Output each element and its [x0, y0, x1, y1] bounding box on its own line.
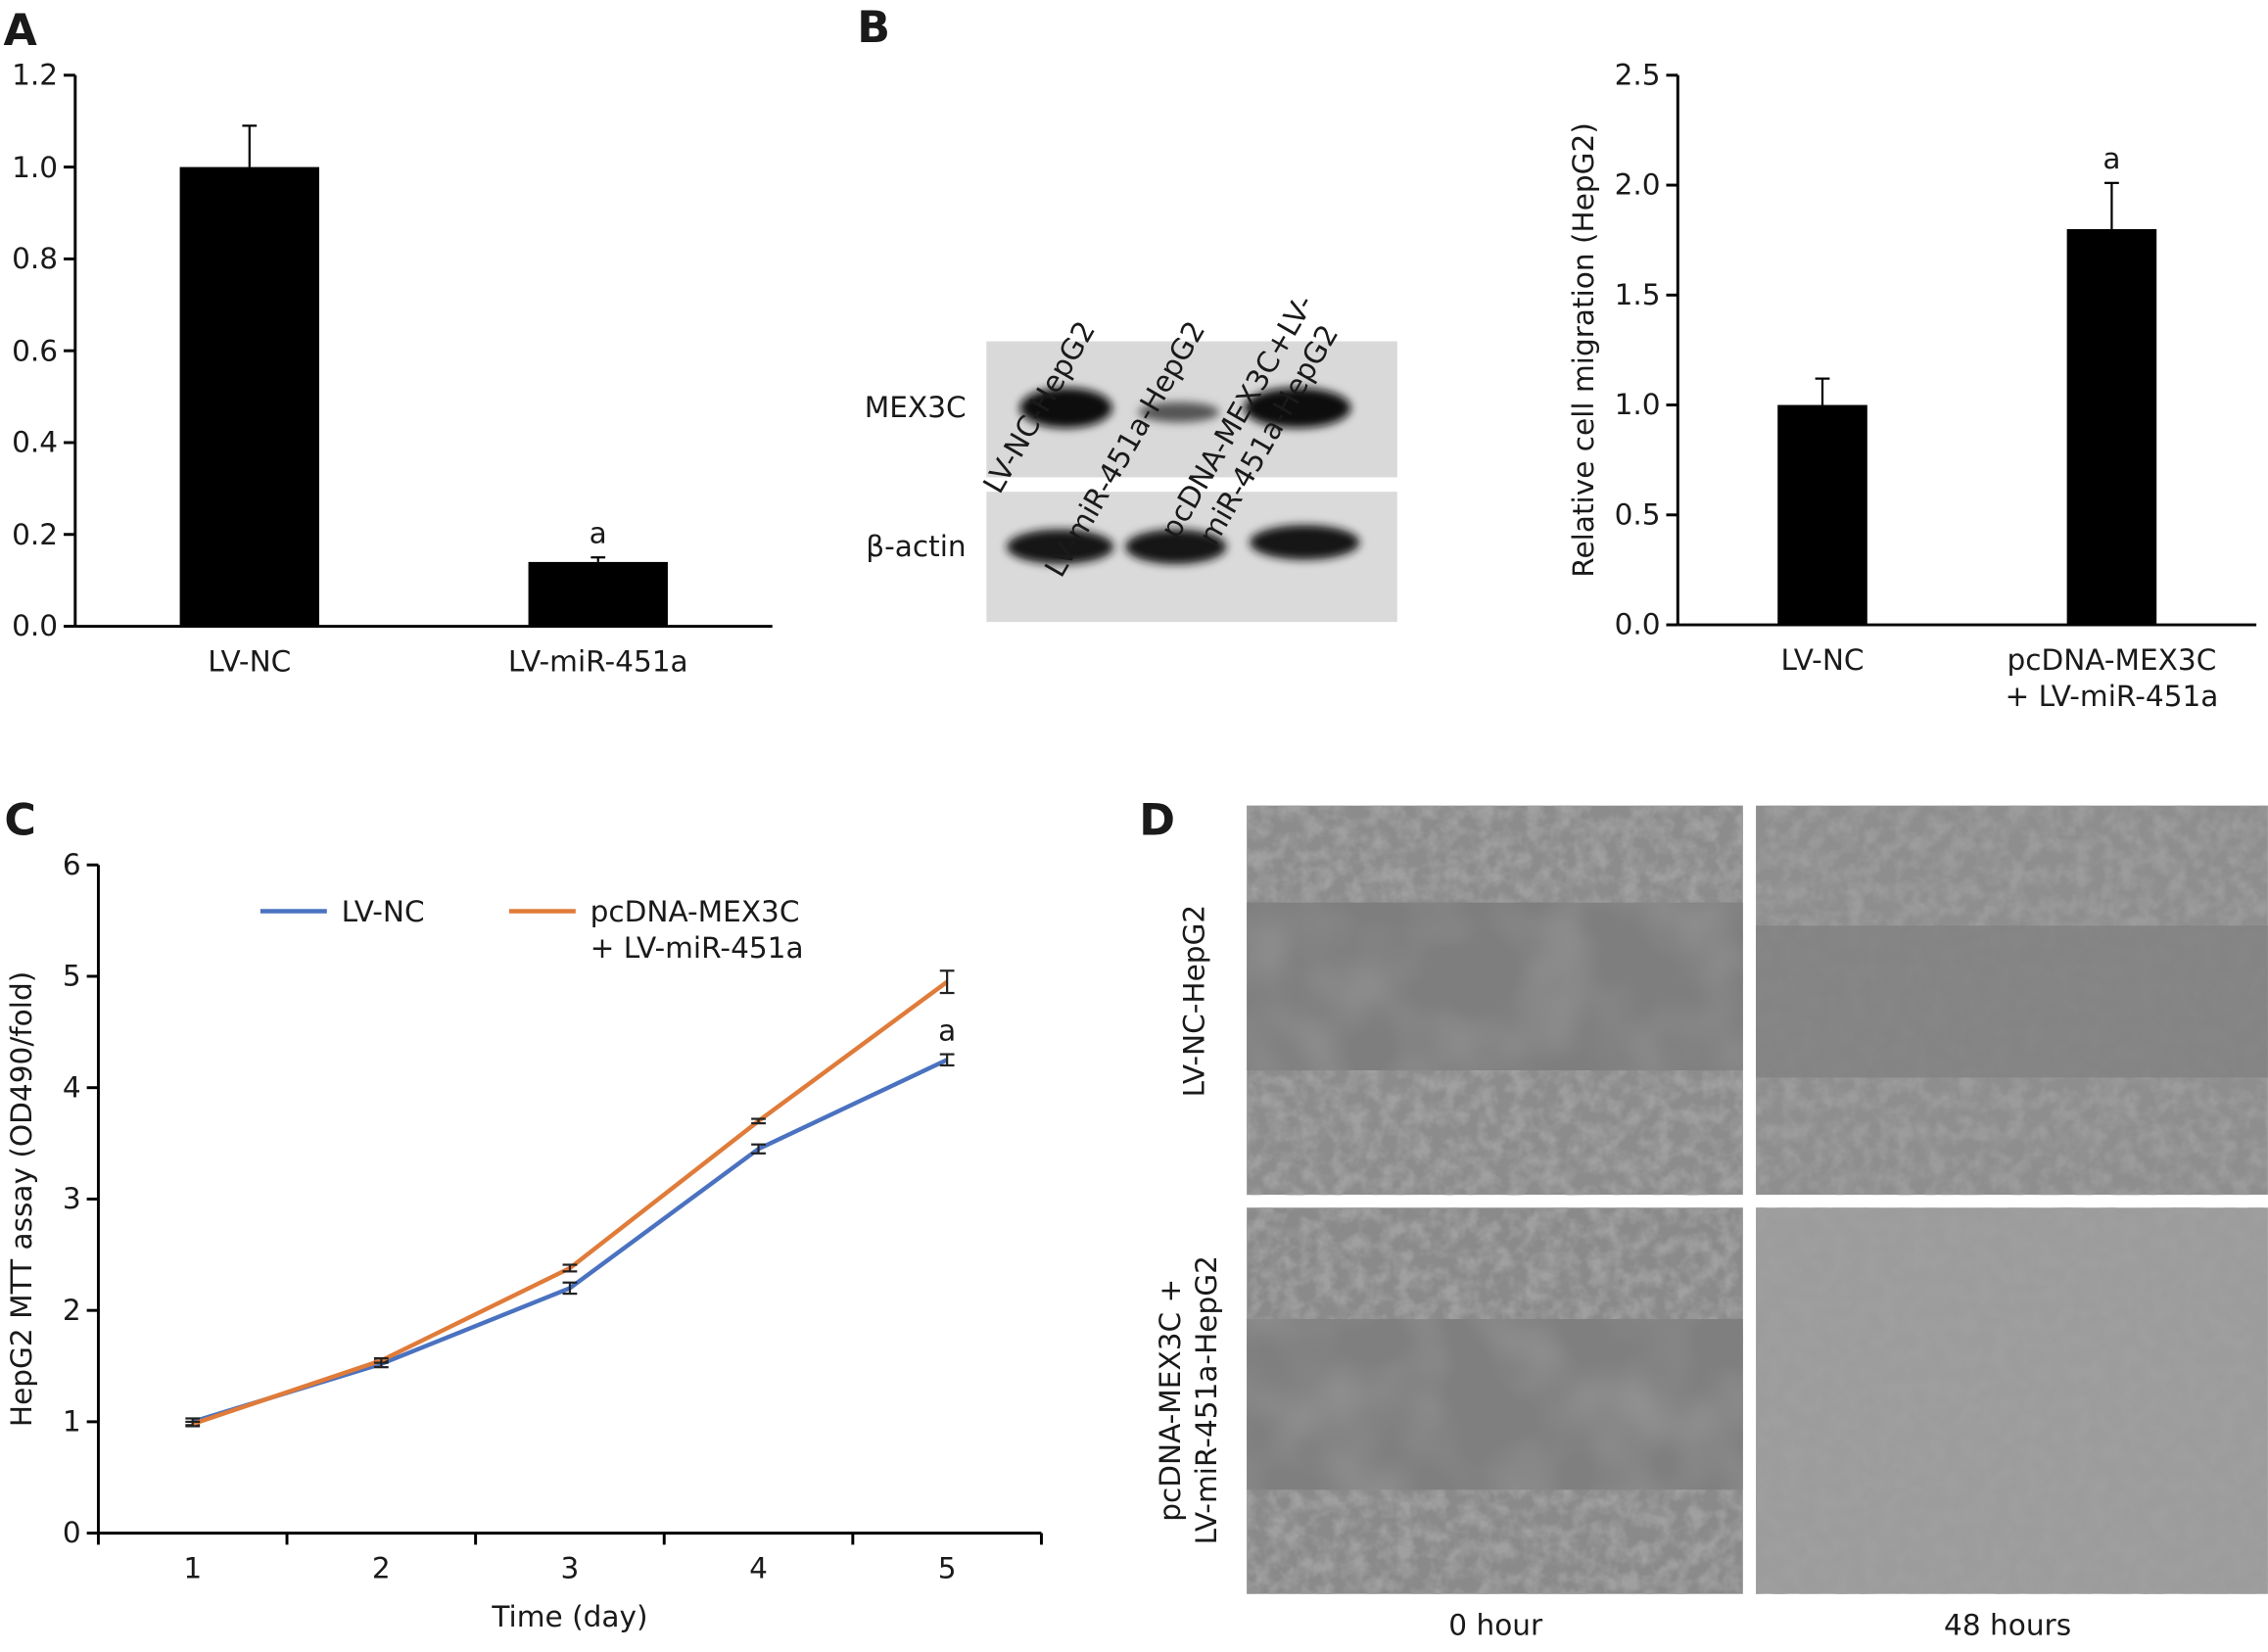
y-tick-label: 1.0	[1614, 387, 1661, 422]
micrograph-row-label: LV-NC-HepG2	[1176, 904, 1211, 1098]
y-tick-label: 0.0	[12, 608, 59, 643]
micrograph	[1756, 1207, 2268, 1594]
y-tick-label: 6	[62, 846, 81, 882]
blot-band	[1019, 387, 1112, 429]
x-tick-label: 2	[371, 1550, 391, 1585]
y-tick-label: 2.5	[1614, 57, 1661, 92]
bar	[2066, 228, 2157, 626]
x-tick-label: LV-miR-451a	[507, 643, 688, 679]
bar	[528, 561, 668, 627]
series-line	[192, 1058, 949, 1425]
x-axis-label: Time (day)	[492, 1598, 648, 1634]
legend-label: LV-NC	[341, 893, 425, 929]
panel-label: A	[3, 6, 37, 57]
micrograph	[1247, 1207, 1743, 1594]
panel-label: C	[4, 795, 36, 847]
y-tick-label: 0.0	[1614, 606, 1661, 642]
western-blot	[986, 341, 1397, 623]
y-tick-label: 2.0	[1614, 166, 1661, 203]
significance-mark: a	[2103, 141, 2121, 177]
blot-band	[1250, 525, 1360, 560]
blot-row-label: MEX3C	[864, 390, 967, 425]
bar	[179, 166, 319, 627]
x-tick-label: pcDNA-MEX3C + LV-miR-451a	[2005, 641, 2219, 714]
legend-label: pcDNA-MEX3C + LV-miR-451a	[590, 893, 804, 966]
x-tick-label: LV-NC	[208, 643, 292, 679]
y-axis-label: HepG2 MTT assay (OD490/fold)	[3, 970, 39, 1428]
significance-mark: a	[589, 516, 607, 551]
y-tick-label: 3	[62, 1180, 81, 1216]
x-tick-label: 5	[937, 1550, 957, 1585]
x-tick-label: 3	[560, 1550, 580, 1585]
bar	[1777, 404, 1867, 626]
y-tick-label: 4	[62, 1069, 81, 1105]
micrograph-row-label: pcDNA-MEX3C + LV-miR-451a-HepG2	[1153, 1255, 1224, 1545]
blot-band	[1125, 529, 1227, 565]
blot-band	[1006, 529, 1114, 565]
y-axis-label: Relative cell migration (HepG2)	[1565, 122, 1601, 578]
y-tick-label: 1.0	[12, 149, 59, 184]
panel-label: D	[1139, 795, 1175, 847]
y-tick-label: 0	[62, 1515, 81, 1550]
x-tick-label: 1	[183, 1550, 203, 1585]
y-tick-label: 0.4	[12, 424, 59, 459]
x-tick-label: LV-NC	[1780, 641, 1865, 678]
y-tick-label: 2	[62, 1292, 81, 1328]
y-tick-label: 0.8	[12, 240, 59, 276]
y-tick-label: 5	[62, 958, 81, 993]
y-tick-label: 1.2	[12, 57, 59, 92]
y-tick-label: 1	[62, 1403, 81, 1439]
y-tick-label: 1.5	[1614, 276, 1661, 312]
micrograph	[1756, 805, 2268, 1196]
y-tick-label: 0.6	[12, 332, 59, 368]
micrograph-column-label: 48 hours	[1944, 1607, 2072, 1643]
y-tick-label: 0.2	[12, 516, 59, 551]
blot-row-label: β-actin	[866, 528, 967, 564]
y-tick-label: 0.5	[1614, 496, 1661, 532]
blot-band	[1244, 387, 1351, 429]
micrograph-column-label: 0 hour	[1448, 1607, 1543, 1643]
series-line	[192, 979, 949, 1427]
micrograph	[1247, 805, 1743, 1196]
panel-label: B	[857, 3, 891, 55]
x-tick-label: 4	[749, 1550, 768, 1585]
micrographs	[1247, 805, 2268, 1594]
blot-band	[1138, 401, 1220, 423]
significance-mark: a	[938, 1013, 957, 1048]
